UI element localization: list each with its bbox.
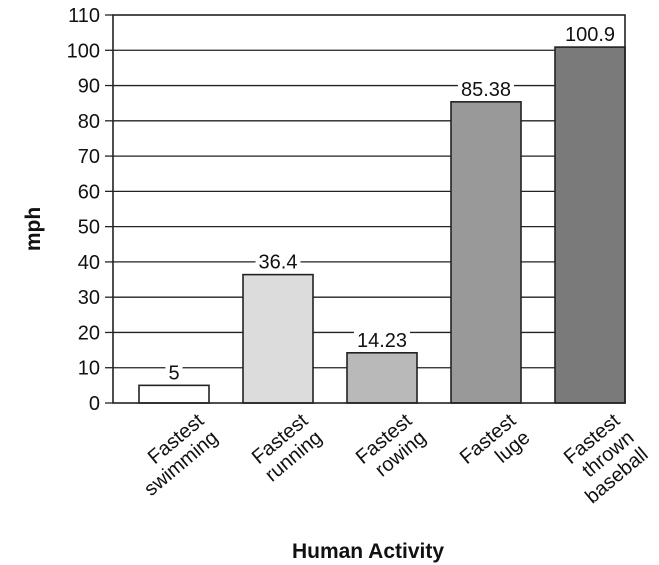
- y-tick-label: 10: [78, 358, 100, 380]
- bar: [450, 101, 522, 404]
- y-tick-label: 100: [67, 40, 100, 62]
- y-axis-ticks: 0 10 20 30 40 50 60 70 80 90 100 110: [67, 5, 113, 415]
- bar: [346, 352, 418, 404]
- data-label-background: [165, 360, 183, 383]
- data-label: 36.4: [259, 252, 298, 274]
- bars: [138, 46, 626, 404]
- data-label: 14.23: [357, 330, 407, 352]
- data-label: 5: [168, 362, 179, 384]
- data-labels: 5 36.4 14.23 85.38 100.9: [165, 22, 619, 384]
- y-tick-label: 80: [78, 111, 100, 133]
- data-label: 85.38: [461, 79, 511, 101]
- y-axis-title: mph: [22, 207, 45, 251]
- data-label-background: [457, 76, 515, 99]
- x-axis-title: Human Activity: [292, 540, 444, 563]
- y-tick-label: 110: [68, 5, 100, 27]
- data-label-background: [561, 22, 619, 45]
- y-tick-label: 90: [78, 76, 100, 98]
- y-tick-label: 70: [78, 146, 100, 168]
- bar: [554, 46, 626, 404]
- plot-frame: [112, 14, 626, 404]
- y-tick-label: 0: [89, 393, 100, 415]
- bar: [138, 384, 210, 404]
- y-tick-label: 40: [78, 252, 100, 274]
- gridlines: [113, 49, 625, 369]
- data-label-background: [353, 327, 411, 350]
- y-tick-label: 30: [78, 287, 100, 309]
- y-tick-label: 20: [78, 322, 100, 344]
- y-tick-label: 60: [78, 181, 100, 203]
- bar: [242, 273, 314, 404]
- y-tick-label: 50: [78, 217, 100, 239]
- data-label: 100.9: [565, 24, 615, 46]
- data-label-background: [255, 249, 301, 272]
